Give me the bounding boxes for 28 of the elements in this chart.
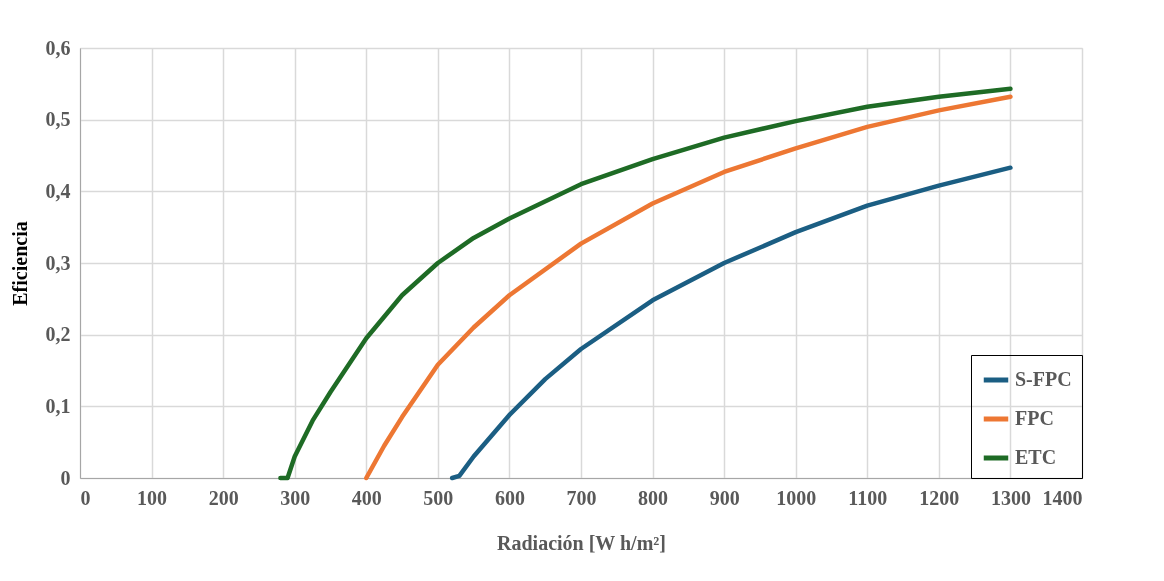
legend-label: FPC [1015,407,1054,429]
x-tick-label: 200 [208,486,239,509]
x-tick-label: 700 [566,486,597,509]
legend-label: S-FPC [1015,368,1072,390]
legend-label: ETC [1015,446,1057,468]
x-tick-label: 1100 [848,486,888,509]
x-tick-label: 800 [638,486,669,509]
x-tick-label: 400 [351,486,382,509]
x-axis-title: Radiación [W h/m²] [497,531,666,554]
x-tick-label: 100 [137,486,168,509]
y-tick-label: 0,3 [45,251,71,274]
x-tick-label: 1000 [776,486,817,509]
x-tick-label: 1300 [990,486,1031,509]
x-tick-label: 500 [423,486,454,509]
x-tick-label: 900 [709,486,740,509]
x-tick-label: 600 [494,486,525,509]
x-tick-label: 1200 [919,486,960,509]
y-axis-title: Eficiencia [8,221,31,306]
y-tick-label: 0,4 [45,179,71,202]
y-tick-label: 0 [60,466,71,489]
x-tick-label: 1400 [1042,486,1083,509]
y-tick-label: 0,1 [45,394,71,417]
y-tick-label: 0,2 [45,323,71,346]
x-tick-label: 0 [80,486,91,509]
line-series [449,165,1013,481]
y-tick-label: 0,5 [45,108,71,131]
y-tick-label: 0,6 [45,36,71,59]
x-tick-label: 300 [280,486,311,509]
